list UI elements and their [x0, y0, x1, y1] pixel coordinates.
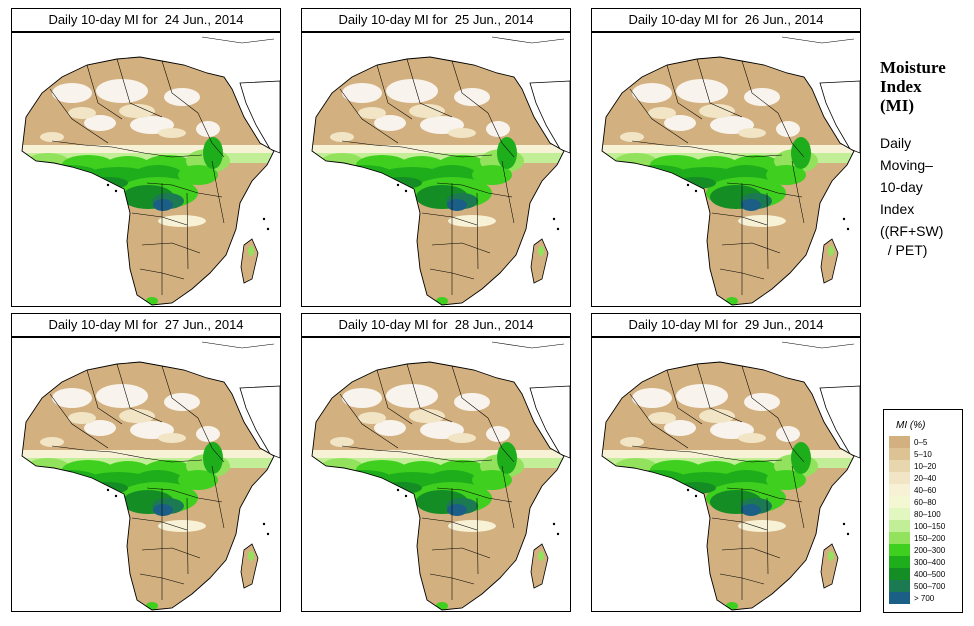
- legend-label: 20–40: [914, 473, 937, 483]
- legend-swatch: [889, 592, 910, 604]
- legend-row: 100–150: [889, 520, 945, 532]
- africa-map-svg: [601, 36, 860, 306]
- legend-row: 20–40: [889, 472, 945, 484]
- legend-row: 40–60: [889, 484, 945, 496]
- side-desc-line: Moving–: [880, 157, 933, 173]
- side-formula: ((RF+SW) / PET): [880, 222, 972, 260]
- legend-label: 300–400: [914, 557, 946, 567]
- legend-label: 5–10: [914, 449, 932, 459]
- map-panel-26-jun: Daily 10-day MI for 26 Jun., 2014: [591, 8, 861, 307]
- legend-rows: 0–5 5–10 10–20 20–40 40–60 60–80 80–100 100–150…: [889, 436, 945, 604]
- panel-title: Daily 10-day MI for 24 Jun., 2014: [11, 8, 281, 32]
- panel-title: Daily 10-day MI for 27 Jun., 2014: [11, 313, 281, 337]
- africa-map-svg: [21, 341, 280, 611]
- map-panel-29-jun: Daily 10-day MI for 29 Jun., 2014: [591, 313, 861, 612]
- legend-swatch: [889, 496, 910, 508]
- legend-swatch: [889, 448, 910, 460]
- side-title-line: Index: [880, 77, 922, 96]
- legend-label: 150–200: [914, 533, 946, 543]
- legend-label: 10–20: [914, 461, 937, 471]
- legend-row: 80–100: [889, 508, 945, 520]
- africa-map: [11, 32, 281, 307]
- legend-swatch: [889, 544, 910, 556]
- map-panel-25-jun: Daily 10-day MI for 25 Jun., 2014: [301, 8, 571, 307]
- africa-map-svg: [311, 341, 570, 611]
- legend-label: 80–100: [914, 509, 941, 519]
- side-title-line: Moisture: [880, 58, 946, 77]
- africa-map: [591, 337, 861, 612]
- legend-swatch: [889, 568, 910, 580]
- legend-label: 100–150: [914, 521, 946, 531]
- map-panel-28-jun: Daily 10-day MI for 28 Jun., 2014: [301, 313, 571, 612]
- legend-row: 400–500: [889, 568, 945, 580]
- panel-title: Daily 10-day MI for 26 Jun., 2014: [591, 8, 861, 32]
- map-panel-24-jun: Daily 10-day MI for 24 Jun., 2014: [11, 8, 281, 307]
- panel-title: Daily 10-day MI for 29 Jun., 2014: [591, 313, 861, 337]
- side-title: Moisture Index (MI): [880, 58, 972, 115]
- map-panel-27-jun: Daily 10-day MI for 27 Jun., 2014: [11, 313, 281, 612]
- formula-line: ((RF+SW): [880, 223, 944, 239]
- panel-title: Daily 10-day MI for 25 Jun., 2014: [301, 8, 571, 32]
- legend-row: 150–200: [889, 532, 945, 544]
- legend-label: > 700: [914, 593, 935, 603]
- legend-row: 5–10: [889, 448, 945, 460]
- africa-map: [11, 337, 281, 612]
- panel-title: Daily 10-day MI for 28 Jun., 2014: [301, 313, 571, 337]
- legend-swatch: [889, 484, 910, 496]
- formula-line: / PET): [880, 242, 928, 258]
- legend-label: 500–700: [914, 581, 946, 591]
- legend-swatch: [889, 580, 910, 592]
- legend-label: 200–300: [914, 545, 946, 555]
- legend-row: 300–400: [889, 556, 945, 568]
- legend-row: > 700: [889, 592, 945, 604]
- legend-swatch: [889, 508, 910, 520]
- legend-row: 200–300: [889, 544, 945, 556]
- legend-swatch: [889, 436, 910, 448]
- africa-map: [301, 337, 571, 612]
- legend-title: MI (%): [896, 420, 926, 431]
- legend-row: 10–20: [889, 460, 945, 472]
- side-desc-line: 10-day: [880, 179, 923, 195]
- africa-map: [591, 32, 861, 307]
- legend-row: 60–80: [889, 496, 945, 508]
- color-legend: MI (%) 0–5 5–10 10–20 20–40 40–60 60–80 80–100…: [883, 409, 963, 613]
- legend-label: 40–60: [914, 485, 937, 495]
- africa-map-svg: [311, 36, 570, 306]
- legend-row: 500–700: [889, 580, 945, 592]
- side-desc-line: Daily: [880, 135, 912, 151]
- africa-map-svg: [601, 341, 860, 611]
- legend-label: 0–5: [914, 437, 928, 447]
- side-description: Daily Moving– 10-day Index: [880, 132, 972, 220]
- side-desc-line: Index: [880, 201, 915, 217]
- legend-swatch: [889, 556, 910, 568]
- legend-swatch: [889, 460, 910, 472]
- legend-label: 60–80: [914, 497, 937, 507]
- legend-swatch: [889, 532, 910, 544]
- legend-swatch: [889, 520, 910, 532]
- africa-map-svg: [21, 36, 280, 306]
- africa-map: [301, 32, 571, 307]
- legend-label: 400–500: [914, 569, 946, 579]
- side-title-line: (MI): [880, 96, 914, 115]
- legend-swatch: [889, 472, 910, 484]
- legend-row: 0–5: [889, 436, 945, 448]
